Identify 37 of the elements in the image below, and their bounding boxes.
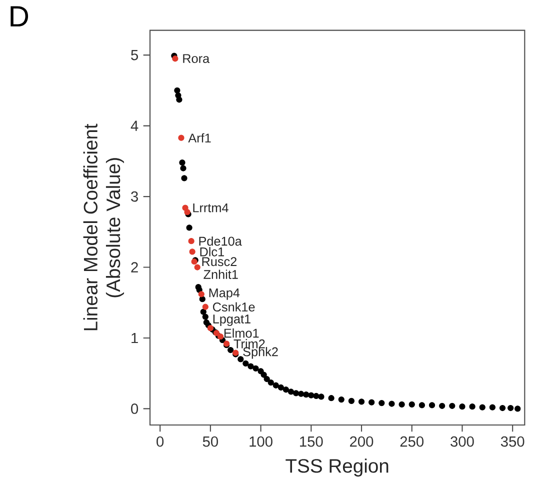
annotation: Arf1 [188,133,211,142]
annotation: Lrrtm4 [193,203,228,212]
x-tick-label: 100 [250,436,272,447]
y-tick-label: 4 [130,120,138,131]
x-tick-label: 0 [156,436,164,447]
x-tick-label: 150 [300,436,323,447]
annotation: Trim2 [234,339,265,348]
x-tick-label: 200 [350,436,374,447]
point [188,238,194,244]
x-tick-label: 300 [450,436,474,447]
point [178,134,184,141]
text: D [10,6,28,26]
y-axis-title: Linear Model Coefficient (Absolute Value) [83,124,124,330]
annotation: Rora [183,54,210,64]
point [189,248,196,255]
x-axis-title: TSS Region [286,458,388,477]
y-tick-label: 1 [132,332,138,344]
annotation: Pde10a [199,236,242,246]
annotation: Map4 [209,288,240,300]
annotation: Dlc1 [200,247,224,256]
y-tick-label: 2 [131,262,138,272]
x-tick-label: 350 [500,436,524,447]
y-tick-label: 5 [131,50,138,60]
annotation: Sphk2 [243,346,278,359]
annotation: Csnk1e [212,302,255,312]
y-tick-label: 0 [131,404,138,414]
point [202,304,208,310]
point [198,291,204,298]
point [194,264,200,270]
annotation: Lpgat1 [213,314,250,326]
y-tick-label: 3 [131,191,138,202]
annotation: Elmo1 [224,328,259,338]
point [172,56,178,62]
x-tick-label: 50 [202,436,218,447]
annotation: Rusc2 [202,257,237,266]
annotation: Znhit1 [204,270,238,279]
x-tick-label: 250 [400,436,424,447]
